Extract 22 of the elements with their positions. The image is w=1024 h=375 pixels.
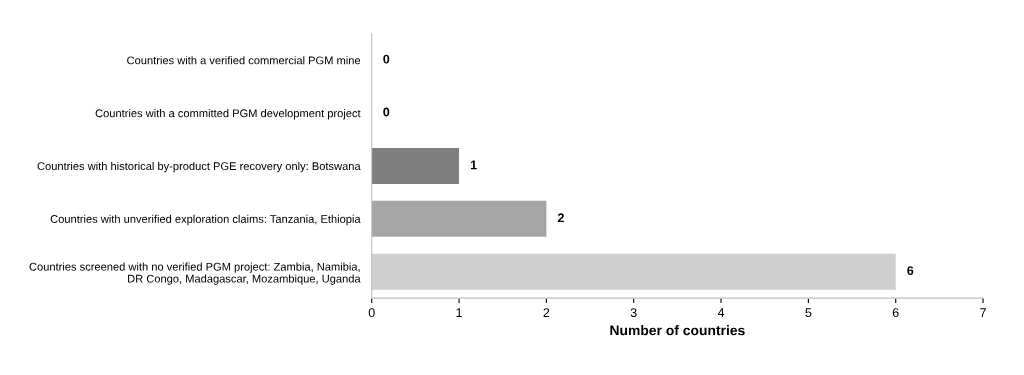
y-tick-label: Countries with a verified commercial PGM mine [127,56,361,65]
data-label: 2 [557,213,564,223]
x-tick-label: 2 [543,308,550,317]
y-tick-label: Countries with a committed PGM development project [95,109,361,120]
y-tick-label: Countries with unverified exploration claims: Tanzania, Ethiopia [50,214,361,226]
data-label: 0 [383,54,390,64]
bar [371,147,460,184]
x-tick-label: 6 [892,308,899,318]
x-tick-label: 4 [717,308,725,317]
bar [371,200,547,237]
x-axis-title: Number of countries [610,325,745,336]
y-tick-label: Countries with historical by-product PGE recovery only: Botswana [37,161,361,173]
data-label: 6 [907,266,914,276]
bar [371,253,896,290]
x-tick-label: 0 [368,308,375,318]
x-tick-label: 1 [456,308,462,317]
x-tick-label: 5 [805,308,812,318]
x-tick-label: 7 [980,308,986,317]
data-label: 0 [383,107,390,117]
data-label: 1 [470,160,477,170]
x-tick-label: 3 [630,308,637,318]
y-tick-label: Countries screened with no verified PGM project: Zambia, Namibia, DR Congo, Madagascar, Mozambique, Uganda [29,262,361,285]
